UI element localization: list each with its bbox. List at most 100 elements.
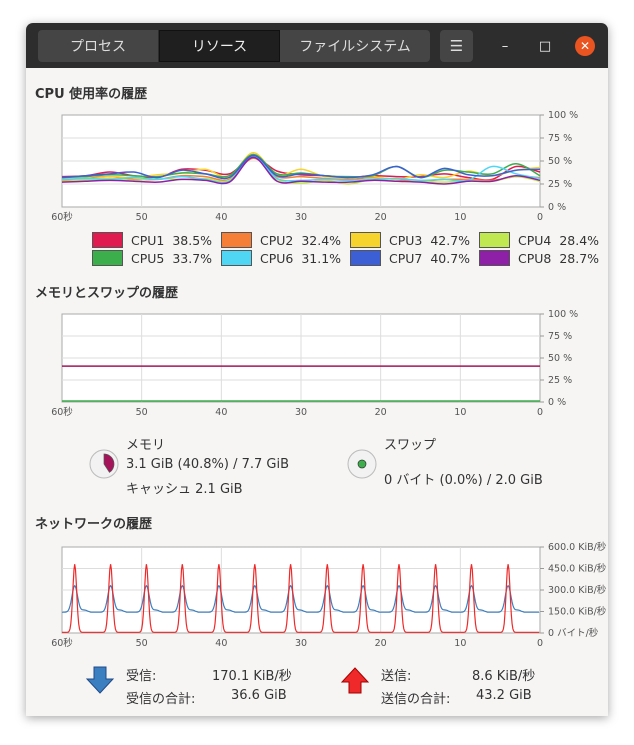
- x-tick-label: 0: [537, 212, 543, 223]
- y-tick-label: 25 %: [548, 179, 572, 190]
- x-tick-label: 40: [215, 407, 227, 418]
- y-tick-label: 25 %: [548, 375, 572, 386]
- color-swatch[interactable]: [479, 232, 510, 248]
- y-tick-label: 0 %: [548, 397, 566, 408]
- x-tick-label: 50: [136, 638, 148, 649]
- legend-label: CPU8: [518, 250, 552, 266]
- send-total-label: 送信の合計:: [381, 692, 451, 707]
- memory-cache: キャッシュ 2.1 GiB: [126, 482, 243, 497]
- swap-value: 0 バイト (0.0%) / 2.0 GiB: [384, 473, 543, 488]
- swap-label: スワップ: [384, 438, 437, 453]
- y-tick-label: 50 %: [548, 353, 572, 364]
- x-tick-label: 60秒: [51, 406, 73, 418]
- legend-item-cpu4[interactable]: CPU4 28.4%: [479, 232, 599, 248]
- legend-label: CPU1: [131, 232, 165, 248]
- color-swatch[interactable]: [92, 232, 123, 248]
- x-tick-label: 10: [454, 407, 466, 418]
- receive-label: 受信:: [126, 669, 157, 684]
- y-tick-label: 100 %: [548, 309, 578, 320]
- y-tick-label: 0 バイト/秒: [548, 627, 599, 639]
- system-monitor-window: プロセス リソース ファイルシステム ☰ – □ ✕ CPU 使用率の履歴 メモ…: [26, 23, 608, 716]
- send-label: 送信:: [381, 669, 412, 684]
- series-line-cpu5: [61, 153, 541, 179]
- color-swatch[interactable]: [479, 250, 510, 266]
- x-tick-label: 20: [375, 638, 387, 649]
- x-tick-label: 30: [295, 212, 307, 223]
- legend-value: 38.5%: [172, 232, 213, 248]
- x-tick-label: 20: [375, 212, 387, 223]
- tab-resources[interactable]: リソース: [159, 30, 280, 62]
- y-tick-label: 300.0 KiB/秒: [548, 584, 607, 596]
- color-swatch[interactable]: [350, 250, 381, 266]
- x-tick-label: 40: [215, 212, 227, 223]
- color-swatch[interactable]: [221, 232, 252, 248]
- x-tick-label: 60秒: [51, 637, 73, 649]
- series-line-cpu7: [61, 154, 541, 180]
- maximize-button[interactable]: □: [538, 38, 552, 54]
- y-tick-label: 450.0 KiB/秒: [548, 563, 607, 575]
- legend-value: 33.7%: [172, 250, 213, 266]
- tab-filesystems[interactable]: ファイルシステム: [280, 30, 430, 62]
- x-tick-label: 0: [537, 407, 543, 418]
- legend-item-cpu7[interactable]: CPU7 40.7%: [350, 250, 470, 266]
- legend-item-cpu5[interactable]: CPU5 33.7%: [92, 250, 212, 266]
- legend-label: CPU5: [131, 250, 165, 266]
- legend-value: 28.7%: [559, 250, 600, 266]
- color-swatch[interactable]: [350, 232, 381, 248]
- y-tick-label: 150.0 KiB/秒: [548, 606, 607, 618]
- legend-label: CPU6: [260, 250, 294, 266]
- legend-label: CPU2: [260, 232, 294, 248]
- color-swatch[interactable]: [221, 250, 252, 266]
- tab-processes[interactable]: プロセス: [38, 30, 159, 62]
- series-line-send: [62, 564, 540, 633]
- x-tick-label: 10: [454, 638, 466, 649]
- legend-value: 31.1%: [301, 250, 342, 266]
- series-line-cpu6: [61, 155, 541, 184]
- x-tick-label: 50: [136, 407, 148, 418]
- memory-value: 3.1 GiB (40.8%) / 7.7 GiB: [126, 457, 290, 472]
- header-bar: プロセス リソース ファイルシステム ☰ – □ ✕: [26, 23, 608, 68]
- x-tick-label: 20: [375, 407, 387, 418]
- series-line-cpu8: [61, 156, 541, 185]
- y-tick-label: 75 %: [548, 331, 572, 342]
- memory-label: メモリ: [126, 438, 166, 453]
- legend-value: 40.7%: [430, 250, 471, 266]
- x-tick-label: 40: [215, 638, 227, 649]
- receive-total-label: 受信の合計:: [126, 692, 196, 707]
- y-tick-label: 0 %: [548, 202, 566, 213]
- x-tick-label: 50: [136, 212, 148, 223]
- x-tick-label: 0: [537, 638, 543, 649]
- y-tick-label: 75 %: [548, 133, 572, 144]
- legend-label: CPU3: [389, 232, 423, 248]
- legend-item-cpu8[interactable]: CPU8 28.7%: [479, 250, 599, 266]
- menu-button[interactable]: ☰: [440, 30, 473, 62]
- legend-item-cpu1[interactable]: CPU1 38.5%: [92, 232, 212, 248]
- color-swatch[interactable]: [92, 250, 123, 266]
- legend-item-cpu6[interactable]: CPU6 31.1%: [221, 250, 341, 266]
- legend-label: CPU4: [518, 232, 552, 248]
- legend-value: 28.4%: [559, 232, 600, 248]
- legend-label: CPU7: [389, 250, 423, 266]
- y-tick-label: 600.0 KiB/秒: [548, 541, 607, 553]
- x-tick-label: 10: [454, 212, 466, 223]
- network-history-title: ネットワークの履歴: [35, 517, 153, 532]
- memory-history-title: メモリとスワップの履歴: [35, 286, 179, 301]
- view-switcher: プロセス リソース ファイルシステム: [38, 30, 430, 62]
- receive-rate: 170.1 KiB/秒: [212, 669, 292, 684]
- receive-total: 36.6 GiB: [231, 688, 287, 703]
- legend-value: 32.4%: [301, 232, 342, 248]
- cpu-history-title: CPU 使用率の履歴: [35, 87, 148, 102]
- legend-item-cpu3[interactable]: CPU3 42.7%: [350, 232, 470, 248]
- series-line-receive: [62, 584, 540, 613]
- minimize-button[interactable]: –: [501, 38, 509, 54]
- y-tick-label: 50 %: [548, 156, 572, 167]
- legend-item-cpu2[interactable]: CPU2 32.4%: [221, 232, 341, 248]
- x-tick-label: 30: [295, 407, 307, 418]
- y-tick-label: 100 %: [548, 110, 578, 121]
- send-rate: 8.6 KiB/秒: [472, 669, 536, 684]
- x-tick-label: 30: [295, 638, 307, 649]
- send-total: 43.2 GiB: [476, 688, 532, 703]
- legend-value: 42.7%: [430, 232, 471, 248]
- close-button[interactable]: ✕: [575, 36, 595, 56]
